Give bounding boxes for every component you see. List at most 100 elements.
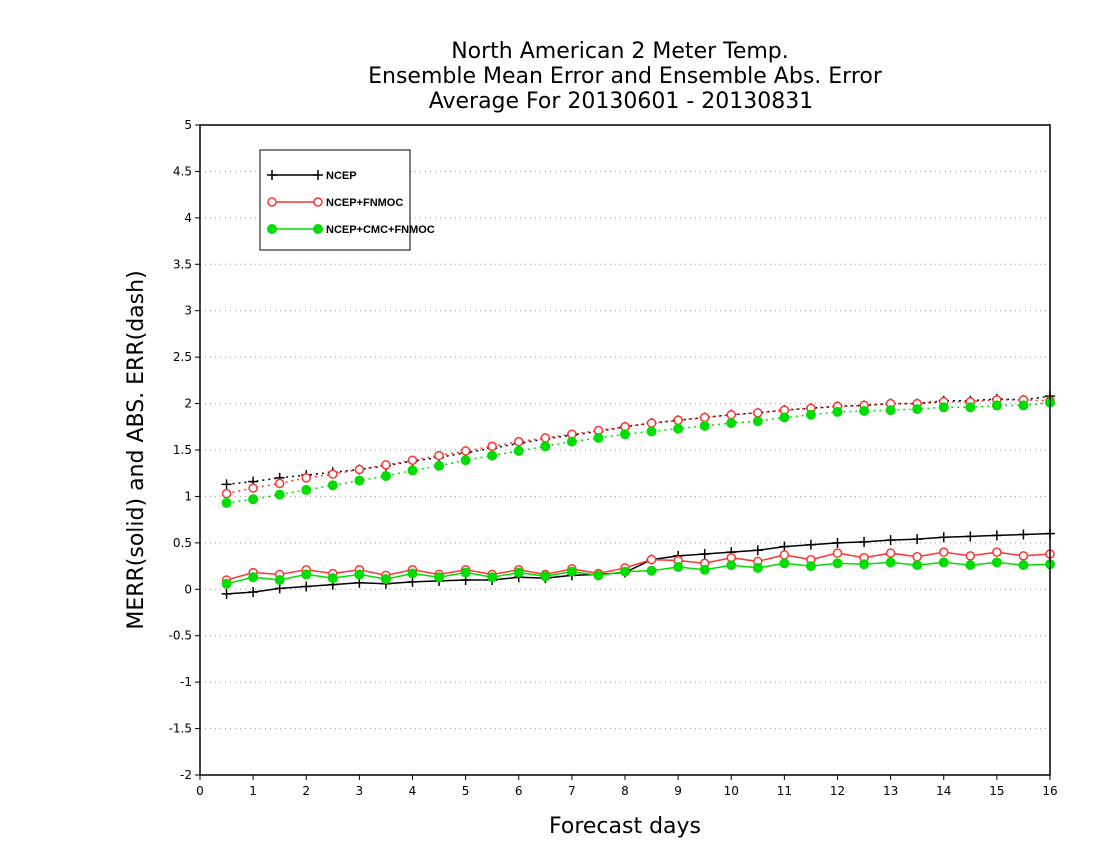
abs-error-point [726,409,736,420]
abs-error-point [434,460,445,471]
mean-error-point [699,549,710,559]
abs-error-point [593,432,604,443]
legend-entry: NCEP+FNMOC [267,197,403,209]
legend-box [259,149,411,251]
abs-error-line-ncep-cmc-fnmoc [226,401,1051,504]
abs-error-point [779,412,790,423]
abs-error-point [646,426,657,437]
mean-error-point [965,531,976,542]
abs-error-point [699,420,710,431]
mean-error-point [939,547,949,557]
y-tick-label: -0.5 [169,629,192,643]
legend-label: NCEP+FNMOC [326,197,403,209]
abs-error-point [487,450,498,461]
abs-error-line-ncep [226,395,1051,486]
mean-error-point [327,573,338,584]
mean-error-point [1018,529,1029,540]
mean-error-point [407,576,418,587]
legend-entry: NCEP [267,170,357,182]
y-axis: -2 -1.5 -1 -0.5 0 0.5 1 1.5 2 2.5 3 3.5 4 4.5 5 [169,118,200,782]
mean-error-point [274,583,285,594]
mean-error-point [726,560,737,571]
y-tick-label: 0 [184,582,192,596]
legend-marker [267,197,277,207]
abs-error-point [221,497,232,508]
mean-error-point [938,532,949,543]
mean-error-point [620,566,630,577]
abs-error-point [965,402,976,413]
abs-error-point [753,408,763,418]
abs-error-point [460,446,471,456]
mean-error-point [274,575,285,585]
mean-error-point [859,536,870,547]
title-line-1: North American 2 Meter Temp. [451,39,789,64]
y-tick-label: 4 [184,211,192,225]
mean-error-point [832,548,843,558]
title-line-2: Ensemble Mean Error and Ensemble Abs. Er… [368,64,883,89]
abs-error-point [832,406,843,417]
y-tick-label: -1.5 [169,722,192,736]
mean-error-point [805,561,816,572]
abs-error-point [434,450,444,461]
plot-series [221,391,1055,599]
abs-error-point [407,465,418,476]
x-tick-label: 9 [674,784,682,798]
mean-error-point [991,557,1002,568]
mean-error-point [912,534,923,545]
mean-error-point [779,541,790,552]
abs-error-point [221,488,232,499]
mean-error-point [752,562,763,573]
mean-error-point [434,572,445,583]
mean-error-point [566,566,577,577]
abs-error-point [274,478,285,489]
series-ncep-cmc-fnmoc [221,397,1055,589]
x-tick-label: 0 [196,784,204,798]
abs-error-point [380,471,391,481]
title-line-3: Average For 20130601 - 20130831 [429,89,814,114]
y-tick-label: 4.5 [173,164,192,178]
legend: NCEP NCEP+FNMOC NCEP+CMC+FNMOC [259,149,435,251]
mean-error-point [805,539,816,550]
y-tick-label: -2 [180,768,192,782]
mean-error-point [407,568,418,579]
abs-error-point [1018,400,1029,411]
mean-error-point [646,565,657,576]
x-tick-label: 2 [302,784,310,798]
x-tick-label: 6 [515,784,523,798]
legend-label: NCEP [326,170,357,182]
mean-error-point [354,577,365,588]
abs-error-point [381,460,391,470]
mean-error-point [859,559,870,570]
mean-error-point [885,535,896,546]
mean-error-point [938,557,949,568]
abs-error-point [885,405,896,416]
abs-error-point [673,423,684,434]
abs-error-point [248,494,259,505]
mean-error-point [912,552,922,562]
x-tick-label: 12 [830,784,845,798]
y-tick-label: 0.5 [173,536,192,550]
abs-error-point [540,433,551,443]
mean-error-point [673,562,684,572]
mean-error-point [354,569,365,580]
mean-error-point [965,551,976,561]
x-tick-label: 16 [1042,784,1057,798]
mean-error-point [593,570,604,581]
legend-label: NCEP+CMC+FNMOC [326,224,435,236]
abs-error-point [327,480,338,491]
abs-error-point [673,415,683,426]
y-tick-label: -1 [180,675,192,689]
abs-error-line-ncep-fnmoc [226,399,1051,495]
abs-error-point [487,441,497,452]
series-ncep [221,391,1055,599]
mean-error-point [1018,560,1029,571]
mean-error-point [513,567,524,578]
legend-marker [313,224,323,234]
legend-marker [313,197,323,207]
abs-error-point [805,409,816,420]
abs-error-point [540,441,551,452]
legend-entry: NCEP+CMC+FNMOC [267,224,435,236]
x-tick-label: 7 [568,784,576,798]
abs-error-point [407,455,418,465]
abs-error-point [460,455,471,466]
